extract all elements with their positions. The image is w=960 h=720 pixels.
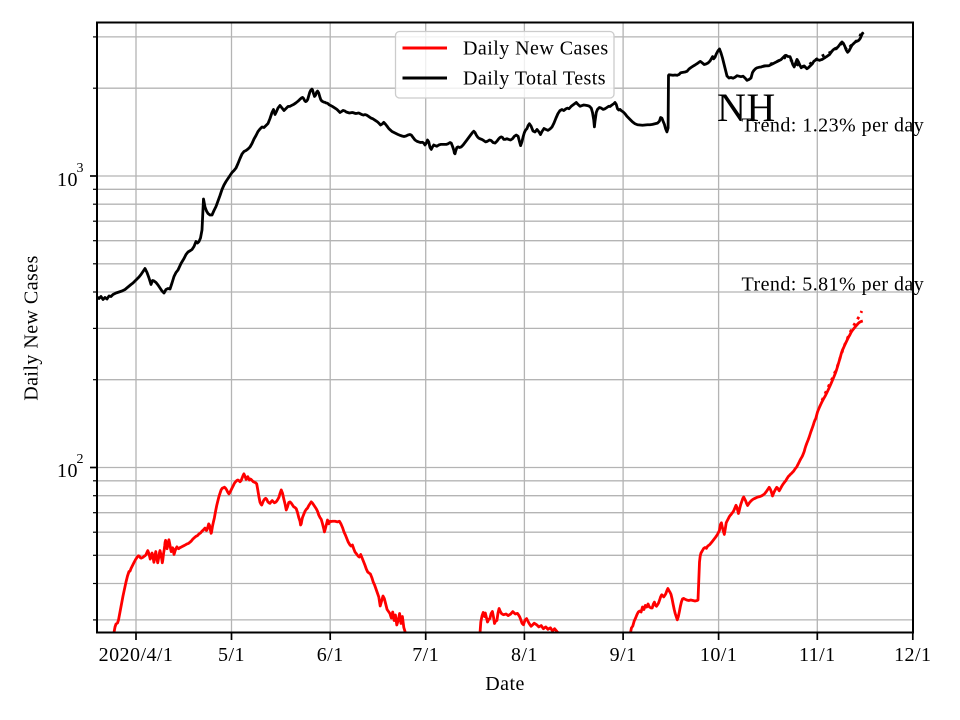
svg-text:3: 3: [77, 161, 84, 176]
svg-text:12/1: 12/1: [894, 644, 931, 666]
svg-text:8/1: 8/1: [511, 644, 538, 666]
svg-text:10: 10: [57, 169, 78, 191]
svg-text:10: 10: [57, 460, 78, 482]
svg-text:Date: Date: [485, 673, 525, 695]
svg-text:2: 2: [77, 452, 84, 467]
svg-text:Trend: 1.23% per day: Trend: 1.23% per day: [742, 115, 925, 137]
svg-text:10/1: 10/1: [700, 644, 737, 666]
svg-text:Daily New Cases: Daily New Cases: [463, 38, 609, 60]
svg-text:6/1: 6/1: [317, 644, 344, 666]
svg-text:NH: NH: [717, 85, 776, 130]
svg-text:Daily Total Tests: Daily Total Tests: [463, 68, 606, 90]
svg-text:Trend: 5.81% per day: Trend: 5.81% per day: [742, 274, 925, 296]
svg-text:5/1: 5/1: [218, 644, 245, 666]
svg-text:11/1: 11/1: [799, 644, 836, 666]
svg-text:2020/4/1: 2020/4/1: [99, 644, 174, 666]
svg-text:7/1: 7/1: [412, 644, 439, 666]
svg-text:Daily New Cases: Daily New Cases: [21, 255, 43, 401]
svg-text:9/1: 9/1: [610, 644, 637, 666]
